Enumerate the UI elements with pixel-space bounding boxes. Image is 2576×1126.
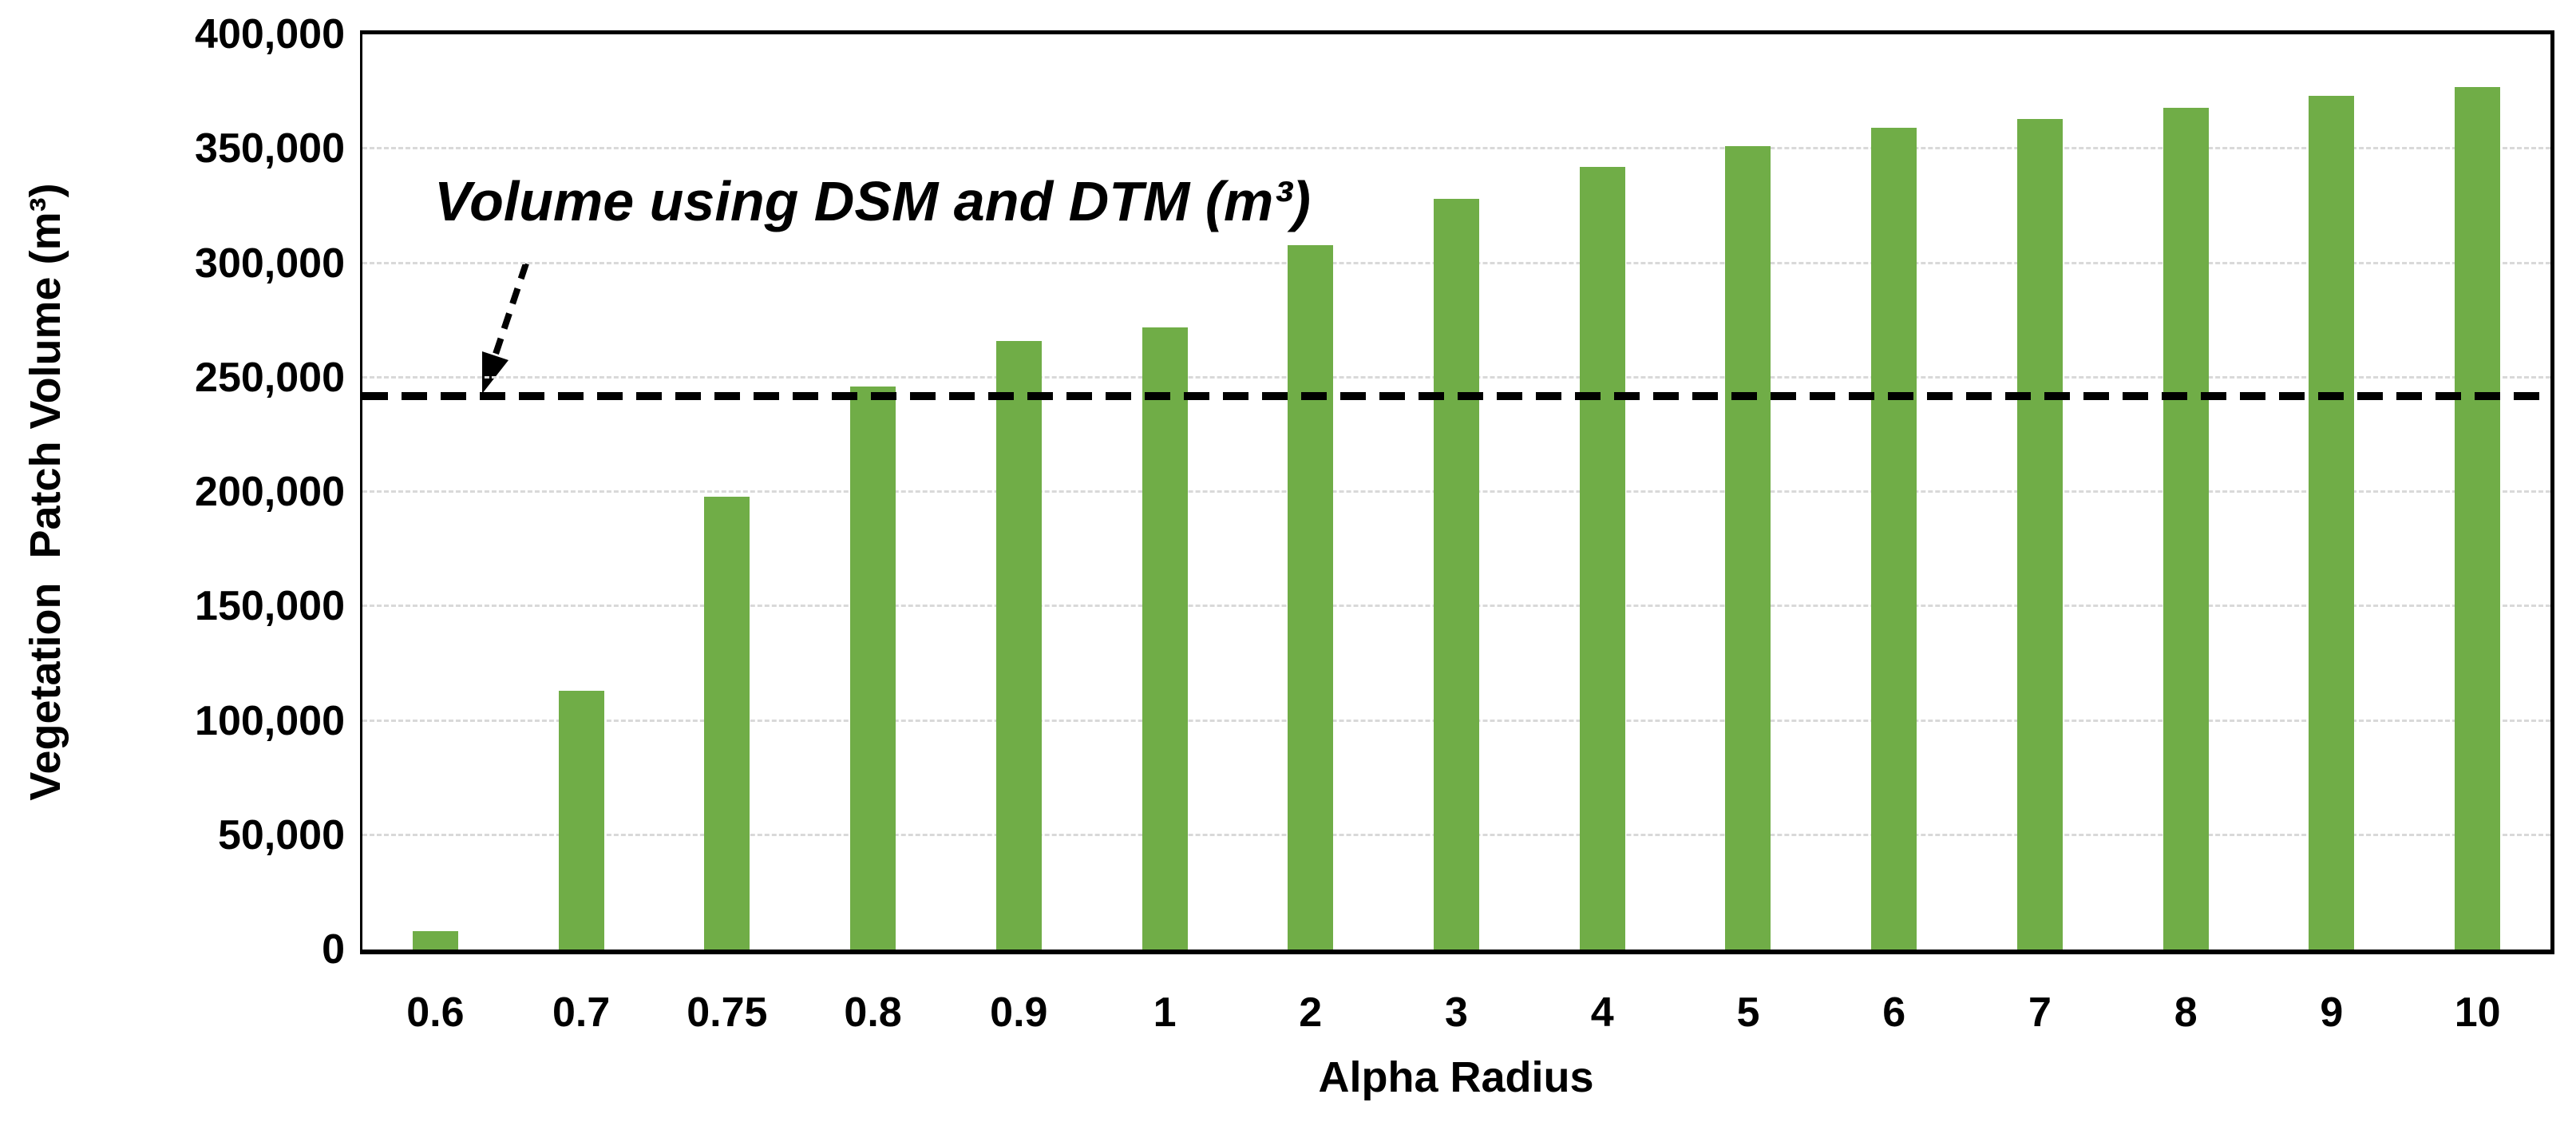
reference-line-annotation: Volume using DSM and DTM (m³) — [434, 170, 1311, 232]
bar-alpha-2 — [1288, 244, 1334, 950]
x-tick-label: 0.7 — [552, 989, 611, 1036]
x-axis-title: Alpha Radius — [1318, 1053, 1594, 1101]
y-tick-label: 300,000 — [195, 240, 345, 287]
x-tick-label: 7 — [2028, 989, 2052, 1036]
x-tick-label: 4 — [1590, 989, 1614, 1036]
x-tick-label: 0.75 — [687, 989, 768, 1036]
x-tick-label: 10 — [2454, 989, 2501, 1036]
x-tick-label: 9 — [2320, 989, 2344, 1036]
bar-alpha-5 — [1725, 146, 1771, 950]
x-tick-label: 6 — [1882, 989, 1906, 1036]
y-tick-label: 400,000 — [195, 11, 345, 57]
y-tick-label: 350,000 — [195, 125, 345, 172]
plot-area: Volume using DSM and DTM (m³) — [362, 34, 2550, 950]
x-tick-label: 0.9 — [990, 989, 1048, 1036]
x-tick-label: 0.8 — [844, 989, 902, 1036]
bar-alpha-0.8 — [850, 387, 896, 950]
y-tick-label: 250,000 — [195, 354, 345, 401]
bar-alpha-0.75 — [704, 496, 750, 950]
y-tick-label: 0 — [322, 926, 345, 973]
bar-alpha-0.6 — [412, 931, 458, 950]
y-tick-label: 100,000 — [195, 697, 345, 744]
gridline — [362, 147, 2550, 150]
bar-alpha-1 — [1142, 327, 1188, 950]
plot-border-top — [360, 30, 2554, 34]
bar-alpha-7 — [2016, 119, 2063, 950]
bar-alpha-0.9 — [995, 340, 1042, 950]
reference-line — [362, 391, 2550, 400]
y-tick-label: 150,000 — [195, 583, 345, 630]
x-tick-label: 3 — [1445, 989, 1468, 1036]
x-axis-line — [360, 950, 2554, 954]
plot-border-right — [2550, 30, 2554, 954]
y-tick-label: 50,000 — [217, 811, 345, 858]
x-tick-label: 1 — [1153, 989, 1177, 1036]
x-tick-label: 2 — [1299, 989, 1323, 1036]
x-tick-label: 8 — [2174, 989, 2198, 1036]
bar-alpha-9 — [2309, 96, 2355, 950]
y-axis-line — [360, 30, 362, 950]
bar-alpha-6 — [1871, 128, 1917, 950]
bar-alpha-3 — [1434, 199, 1479, 950]
bar-alpha-8 — [2162, 107, 2209, 950]
x-tick-label: 5 — [1736, 989, 1760, 1036]
bar-alpha-4 — [1579, 167, 1625, 950]
x-tick-label: 0.6 — [406, 989, 465, 1036]
bar-alpha-0.7 — [558, 691, 604, 950]
bar-alpha-10 — [2455, 86, 2501, 950]
y-tick-label: 200,000 — [195, 469, 345, 515]
